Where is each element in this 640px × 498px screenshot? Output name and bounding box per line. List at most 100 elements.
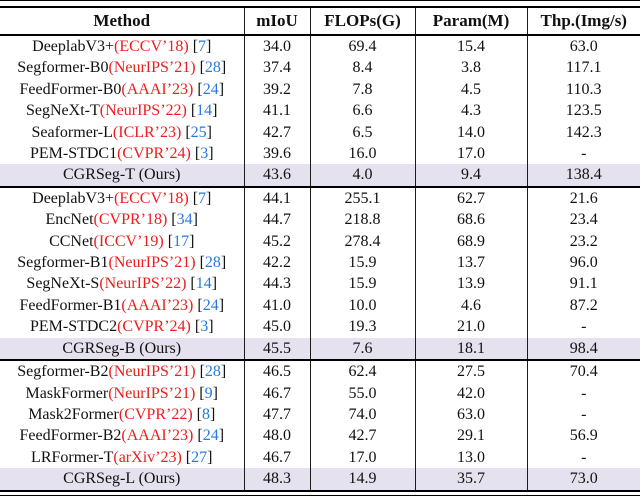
citation-link[interactable]: 28	[204, 363, 221, 381]
table-header: Method mIoU FLOPs(G) Param(M) Thp.(Img/s…	[0, 8, 640, 35]
cell-param: 13.0	[414, 446, 527, 469]
table-row: PEM-STDC1(CVPR’24) [3] 39.6 16.0 17.0-	[0, 143, 640, 165]
table-row: MaskFormer(NeurIPS’21) [9] 46.7 55.0 42.0-	[0, 382, 640, 404]
citation-link[interactable]: 3	[200, 318, 209, 336]
cell-thp: 73.0	[526, 468, 640, 490]
method-name: SegNeXt-T	[25, 102, 100, 120]
citation-link[interactable]: 8	[201, 405, 210, 423]
cite-bracket-close: ]	[192, 211, 198, 229]
cell-thp: 123.5	[526, 100, 640, 122]
cell-flops: 74.0	[309, 403, 415, 426]
column-header-flops: FLOPs(G)	[309, 8, 415, 35]
cite-bracket-open: [	[199, 363, 205, 381]
venue-label: (ECCV’18)	[114, 38, 189, 55]
cell-flops: 15.9	[309, 273, 415, 295]
cell-thp: -	[526, 316, 640, 338]
citation-link[interactable]: 14	[196, 102, 213, 120]
citation-link[interactable]: 25	[190, 123, 207, 141]
cell-method: Seaformer-L(ICLR’23) [25]	[0, 122, 244, 143]
venue-label: (NeurIPS’21)	[108, 363, 196, 381]
cite-bracket-open: [	[192, 38, 199, 55]
method-name: CGRSeg-B (Ours)	[62, 339, 182, 357]
cell-thp: 91.1	[526, 273, 640, 295]
citation-link[interactable]: 24	[202, 80, 219, 98]
cite-bracket-close: ]	[212, 384, 218, 402]
citation-link[interactable]: 24	[202, 427, 219, 445]
cell-thp: 21.6	[526, 186, 640, 210]
cell-method: SegNeXt-T(NeurIPS’22) [14]	[0, 100, 244, 121]
cell-method: FeedFormer-B0(AAAI’23) [24]	[0, 79, 244, 100]
ours-highlight-row: CGRSeg-L (Ours) 48.3 14.9 35.7 73.0	[0, 468, 640, 490]
table-row: FeedFormer-B1(AAAI’23) [24] 41.0 10.0 4.6 87…	[0, 294, 640, 317]
table-row: DeeplabV3+(ECCV’18) [7] 34.0 69.4 15.4 63.0	[0, 35, 640, 58]
citation-link[interactable]: 3	[200, 145, 209, 163]
table-row: SegNeXt-S(NeurIPS’22) [14] 44.3 15.9 13.9 91…	[0, 273, 640, 295]
citation-link[interactable]: 7	[198, 38, 207, 55]
header-row: Method mIoU FLOPs(G) Param(M) Thp.(Img/s…	[0, 8, 640, 35]
cell-flops: 16.0	[309, 143, 415, 165]
table-row: CCNet(ICCV’19) [17] 45.2 278.4 68.9 23.2	[0, 230, 640, 253]
cell-method: CGRSeg-T (Ours)	[0, 164, 244, 186]
cell-miou: 41.1	[243, 100, 310, 122]
cite-bracket-open: [	[185, 123, 191, 141]
method-name: MaskFormer	[25, 384, 109, 402]
ours-highlight-row: CGRSeg-B (Ours) 45.5 7.6 18.1 98.4	[0, 337, 640, 361]
cell-param: 21.0	[414, 316, 527, 338]
cell-flops: 255.1	[309, 186, 415, 210]
cite-bracket-close: ]	[218, 427, 225, 445]
cell-param: 18.1	[414, 337, 527, 361]
cell-flops: 14.9	[309, 468, 415, 490]
venue-label: (ECCV’18)	[114, 189, 189, 207]
citation-link[interactable]: 28	[204, 59, 221, 77]
cell-thp: 96.0	[526, 252, 640, 274]
citation-link[interactable]: 27	[191, 448, 208, 466]
cite-bracket-close: ]	[218, 80, 225, 98]
ours-highlight-row: CGRSeg-T (Ours) 43.6 4.0 9.4 138.4	[0, 164, 640, 187]
cell-flops: 7.8	[309, 78, 415, 101]
citation-link[interactable]: 17	[173, 232, 190, 250]
table-row: Segformer-B2(NeurIPS’21) [28] 46.5 62.4 27.…	[0, 360, 640, 383]
cite-bracket-open: [	[196, 405, 202, 423]
cell-param: 27.5	[414, 360, 527, 383]
citation-link[interactable]: 24	[202, 296, 219, 314]
cite-bracket-close: ]	[211, 275, 218, 293]
method-name: SegNeXt-S	[26, 275, 100, 293]
cell-miou: 45.5	[243, 337, 310, 361]
method-name: EncNet	[45, 211, 94, 229]
citation-link[interactable]: 28	[204, 254, 221, 272]
group-tiny-models: DeeplabV3+(ECCV’18) [7] 34.0 69.4 15.4 63.0 S…	[0, 35, 640, 187]
cell-param: 62.7	[414, 186, 527, 210]
cell-method: Segformer-B2(NeurIPS’21) [28]	[0, 360, 244, 382]
cell-flops: 4.0	[309, 164, 415, 187]
method-name: Mask2Former	[28, 405, 119, 423]
method-name: Segformer-B2	[17, 363, 109, 381]
method-name: Segformer-B0	[17, 59, 109, 77]
cell-flops: 218.8	[309, 209, 415, 231]
venue-label: (NeurIPS’21)	[108, 384, 196, 402]
cite-bracket-open: [	[190, 275, 196, 293]
cell-param: 17.0	[414, 143, 527, 165]
citation-link[interactable]: 9	[204, 384, 213, 402]
method-name: CGRSeg-L (Ours)	[63, 470, 181, 488]
cell-param: 68.6	[414, 209, 527, 231]
cell-flops: 6.5	[309, 121, 415, 144]
cell-thp: -	[526, 446, 640, 469]
cell-method: PEM-STDC2(CVPR’24) [3]	[0, 316, 244, 337]
cite-bracket-close: ]	[209, 405, 216, 423]
cell-miou: 39.6	[243, 143, 310, 165]
cell-param: 35.7	[414, 468, 527, 490]
cell-thp: 70.4	[526, 360, 640, 383]
cite-bracket-close: ]	[208, 318, 214, 336]
citation-link[interactable]: 7	[198, 189, 207, 207]
cell-thp: 138.4	[526, 164, 640, 187]
cell-flops: 42.7	[309, 425, 415, 447]
cell-param: 4.6	[414, 294, 527, 317]
citation-link[interactable]: 34	[176, 211, 193, 229]
venue-label: (arXiv’23)	[113, 448, 182, 466]
citation-link[interactable]: 14	[195, 275, 212, 293]
cell-method: CGRSeg-L (Ours)	[0, 468, 244, 489]
method-name: Segformer-B1	[17, 254, 109, 272]
cell-miou: 34.0	[243, 35, 310, 58]
cell-method: Segformer-B1(NeurIPS’21) [28]	[0, 252, 244, 273]
